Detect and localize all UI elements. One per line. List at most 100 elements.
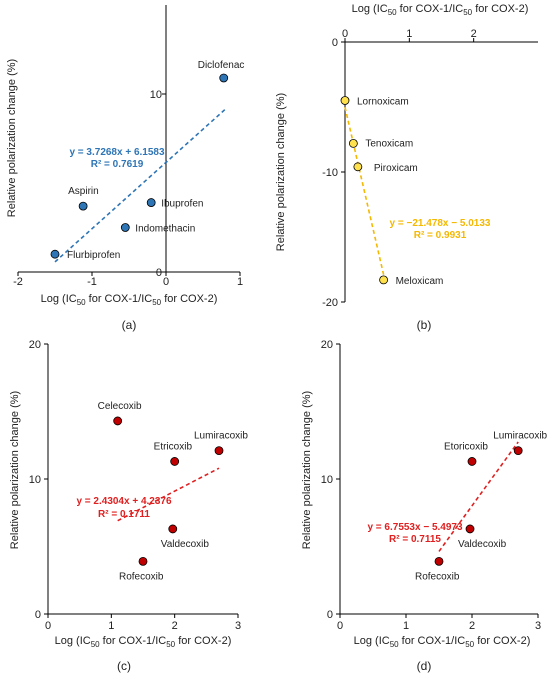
y-axis-title: Relative polarization change (%)	[301, 391, 313, 549]
y-tick-label: 10	[321, 474, 333, 486]
x-axis-title: Log (IC50 for COX-1/IC50 for COX-2)	[55, 635, 232, 649]
data-point	[113, 416, 123, 426]
data-point-label: Meloxicam	[396, 276, 444, 287]
data-point-label: Etricoxib	[154, 441, 193, 452]
x-axis-title-part: for COX-2)	[161, 293, 217, 305]
x-tick-label: 2	[469, 620, 475, 632]
trendline-r2: R² = 0.7115	[389, 534, 441, 545]
data-point	[78, 201, 88, 211]
data-point-label: Aspirin	[68, 186, 99, 197]
x-tick-label: 0	[45, 620, 51, 632]
trendline-equation: y = 3.7268x + 6.1583	[69, 147, 165, 158]
x-axis-title-part: for COX-1/IC	[397, 3, 464, 15]
data-point	[513, 446, 523, 456]
panel-label: (a)	[122, 318, 137, 332]
x-tick-label: 1	[108, 620, 114, 632]
y-axis-title: Relative polarization change (%)	[9, 391, 21, 549]
y-axis-title: Relative polarization change (%)	[6, 59, 18, 217]
data-point-label: Lumiracoxib	[194, 431, 248, 442]
y-tick-label: 0	[156, 267, 162, 279]
data-point	[120, 223, 130, 232]
x-axis-title-part: for COX-2)	[175, 635, 231, 647]
x-axis-title-part: for COX-2)	[472, 3, 528, 15]
trend-line	[117, 467, 220, 522]
x-tick-label: 3	[535, 620, 541, 632]
data-point	[50, 249, 60, 259]
trend-line	[54, 108, 226, 263]
x-axis-title-part: for COX-2)	[474, 635, 530, 647]
x-tick-label: 1	[403, 620, 409, 632]
x-tick-label: 0	[337, 620, 343, 632]
data-point	[219, 73, 229, 83]
x-axis-title-subscript: 50	[166, 640, 175, 649]
trendline-equation: y = 2.4304x + 4.2376	[76, 496, 172, 507]
data-point-label: Lumiracoxib	[493, 431, 547, 442]
data-point-label: Rofecoxib	[415, 571, 460, 582]
data-point-label: Flurbiprofen	[67, 250, 120, 261]
x-axis-title: Log (IC50 for COX-1/IC50 for COX-2)	[41, 293, 218, 307]
data-point	[434, 556, 444, 566]
data-point	[348, 138, 358, 148]
x-axis-title-part: for COX-1/IC	[399, 635, 466, 647]
data-point-label: Diclofenac	[198, 60, 245, 71]
x-axis-title-subscript: 50	[465, 640, 474, 649]
x-axis-title-subscript: 50	[390, 640, 399, 649]
data-point-label: Indomethacin	[135, 224, 195, 235]
data-point-label: Lornoxicam	[357, 97, 409, 108]
x-axis-title-part: Log (IC	[354, 635, 390, 647]
data-point-label: Celecoxib	[98, 401, 142, 412]
x-axis-title-subscript: 50	[91, 640, 100, 649]
y-tick-label: 10	[150, 89, 162, 101]
x-axis-title-part: Log (IC	[352, 3, 388, 15]
data-point-label: Tenoxicam	[365, 138, 413, 149]
data-point-label: Valdecoxib	[458, 539, 507, 550]
trendline-equation: y = 6.7553x − 5.4973	[367, 522, 463, 533]
x-tick-label: -1	[87, 276, 97, 288]
x-axis-title-part: Log (IC	[41, 293, 77, 305]
panel-label: (c)	[117, 659, 131, 673]
data-point-label: Ibuprofen	[161, 199, 203, 210]
x-tick-label: 2	[471, 28, 477, 40]
y-tick-label: -20	[322, 297, 338, 309]
data-point	[353, 162, 363, 172]
y-tick-label: 0	[327, 609, 333, 621]
data-point	[340, 96, 350, 105]
x-axis-title-part: for COX-1/IC	[100, 635, 167, 647]
y-tick-label: 20	[321, 339, 333, 351]
trendline-r2: R² = 0.1711	[98, 509, 150, 520]
trendline-r2: R² = 0.9931	[414, 230, 467, 241]
trend-line	[344, 106, 385, 275]
data-point	[170, 457, 180, 466]
data-point	[467, 457, 477, 466]
x-tick-label: 0	[342, 28, 348, 40]
data-point	[146, 198, 156, 207]
data-point	[214, 446, 224, 456]
data-point	[379, 275, 389, 285]
y-tick-label: -10	[322, 167, 338, 179]
x-axis-title: Log (IC50 for COX-1/IC50 for COX-2)	[352, 3, 529, 17]
data-point-label: Etoricoxib	[444, 441, 488, 452]
x-tick-label: 0	[163, 276, 169, 288]
panel-label: (b)	[417, 318, 432, 332]
x-tick-label: -2	[13, 276, 23, 288]
x-axis-title: Log (IC50 for COX-1/IC50 for COX-2)	[354, 635, 531, 649]
panel-label: (d)	[417, 659, 432, 673]
y-tick-label: 20	[29, 339, 41, 351]
trendline-equation: y = −21.478x − 5.0133	[390, 218, 491, 229]
x-tick-label: 1	[237, 276, 243, 288]
data-point-label: Piroxicam	[374, 163, 418, 174]
data-point-label: Rofecoxib	[119, 571, 164, 582]
x-tick-label: 3	[235, 620, 241, 632]
y-axis-title: Relative polarization change (%)	[275, 93, 287, 251]
y-tick-label: 0	[332, 37, 338, 49]
y-tick-label: 10	[29, 474, 41, 486]
data-point	[138, 556, 148, 566]
data-point-label: Valdecoxib	[161, 539, 210, 550]
x-axis-title-part: for COX-1/IC	[86, 293, 153, 305]
x-axis-title-part: Log (IC	[55, 635, 91, 647]
